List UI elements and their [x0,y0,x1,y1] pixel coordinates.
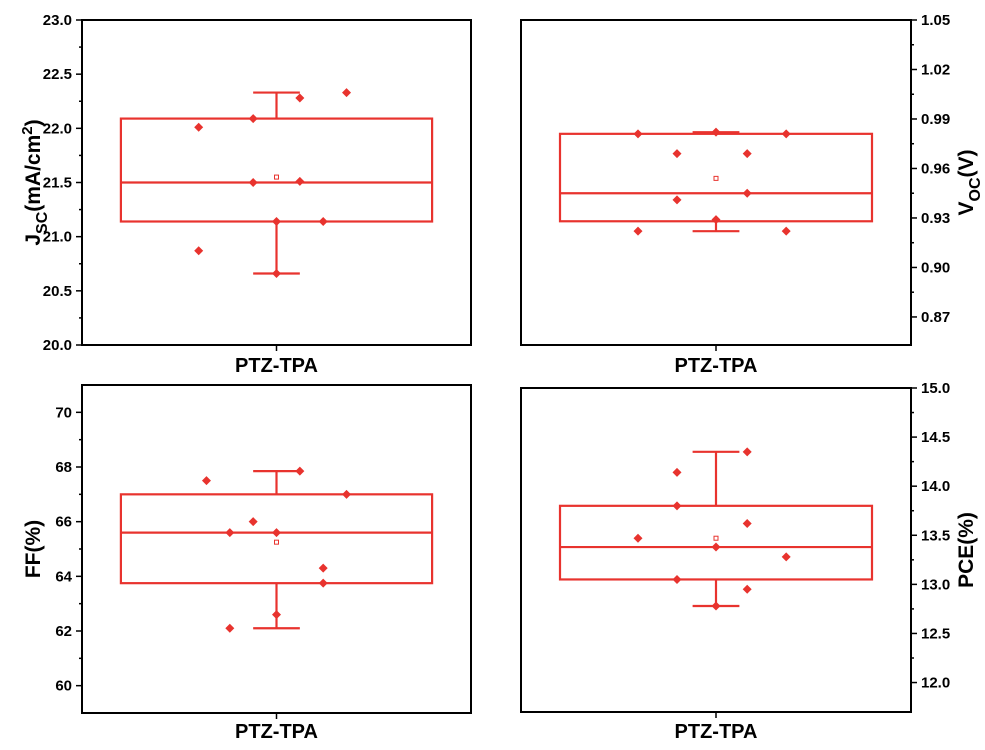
data-point [672,574,682,584]
data-point [272,528,281,538]
y-tick-label: 66 [55,514,72,531]
data-point [672,501,682,511]
y-tick-label: 14.0 [921,478,950,495]
y-tick-label: 0.99 [921,111,950,128]
box-iqr [119,117,434,223]
box-iqr [119,493,434,585]
data-point [742,149,752,159]
data-point [295,176,305,186]
data-point [225,623,235,633]
y-axis-label: VOC(V) [955,149,984,215]
data-point [318,578,328,588]
y-tick-label: 12.5 [921,625,950,642]
panel-pce: 12.0 12.5 13.0 13.5 14.0 14.5 15.0 PTZ-TPA PCE(%… [520,380,978,743]
data-point [318,217,328,226]
mean-marker [713,535,719,541]
data-point [272,217,281,226]
data-point [672,195,682,205]
y-axis-label-end: ) [22,119,45,126]
y-tick-label: 22.0 [43,120,72,137]
data-point [194,122,204,132]
data-point [742,584,752,594]
y-tick-label: 1.02 [921,61,950,78]
y-axis-label-base: FF(%) [22,520,45,578]
data-point [194,246,204,256]
y-tick-label: 0.87 [921,309,950,326]
y-tick-label: 0.96 [921,160,950,177]
data-point [225,528,235,538]
plot-frame [81,384,472,714]
y-tick-label: 14.5 [921,429,950,446]
panel-jsc: 20.0 20.5 21.0 21.5 22.0 22.5 23.0 PTZ-TPA JSC(m… [19,12,472,377]
data-point [711,215,721,225]
y-tick-label: 22.5 [43,66,72,83]
y-tick-label: 0.90 [921,259,950,276]
panel-ff: 60 62 64 66 68 70 PTZ-TPA FF(%) [22,384,472,743]
y-axis-label-sup: 2 [19,126,36,134]
y-tick-label: 20.5 [43,283,72,300]
category-label: PTZ-TPA [675,355,758,377]
data-point [781,226,791,236]
y-axis-label: FF(%) [22,520,45,578]
y-axis-label: JSC(mA/cm2) [19,119,51,245]
data-point [742,447,752,457]
y-tick-label: 64 [55,568,72,585]
data-point [781,129,791,139]
y-tick-label: 21.5 [43,175,72,192]
data-point [201,476,211,486]
plot-frame [520,19,912,346]
y-axis-label-base: J [22,234,45,246]
mean-marker [713,175,719,181]
y-tick-label: 68 [55,459,72,476]
data-point [781,552,791,562]
data-point [342,489,352,499]
data-point [248,178,258,187]
data-point [633,226,643,236]
y-axis-label-sub: SC [34,211,51,234]
data-point [272,610,281,620]
y-tick-label: 60 [55,678,72,695]
y-axis-label: PCE(%) [955,512,978,588]
y-axis-label-sub: OC [967,177,984,201]
y-tick-label: 13.0 [921,576,950,593]
data-point [318,563,328,573]
y-tick-label: 13.5 [921,527,950,544]
mean-marker [274,539,279,545]
y-axis-label-base: PCE(%) [955,512,978,588]
data-point [633,129,643,139]
data-point [295,466,305,476]
data-point [711,601,721,611]
category-label: PTZ-TPA [675,721,758,743]
y-tick-label: 0.93 [921,210,950,227]
data-point [272,269,281,278]
data-point [342,88,352,98]
data-point [711,127,721,137]
y-tick-label: 1.05 [921,12,950,29]
data-point [742,188,752,198]
y-tick-label: 12.0 [921,675,950,692]
y-tick-label: 20.0 [43,337,72,354]
y-axis-label-rest: (mA/cm [22,135,45,212]
y-tick-label: 62 [55,623,72,640]
category-label: PTZ-TPA [235,355,318,377]
y-tick-label: 70 [55,404,72,421]
data-point [295,93,305,103]
y-tick-label: 23.0 [43,12,72,29]
data-point [672,467,682,477]
data-point [633,533,643,543]
mean-marker [274,174,279,180]
data-point [248,114,258,124]
data-point [672,149,682,159]
y-axis-label-base: V [955,201,978,215]
y-tick-label: 15.0 [921,380,950,397]
y-axis-label-rest: (V) [955,149,978,177]
panel-voc: 0.87 0.90 0.93 0.96 0.99 1.02 1.05 PTZ-TPA VOC(V… [520,12,984,377]
data-point [248,517,258,527]
category-label: PTZ-TPA [235,721,318,743]
data-point [711,542,721,552]
y-tick-label: 21.0 [43,229,72,246]
data-point [742,518,752,528]
